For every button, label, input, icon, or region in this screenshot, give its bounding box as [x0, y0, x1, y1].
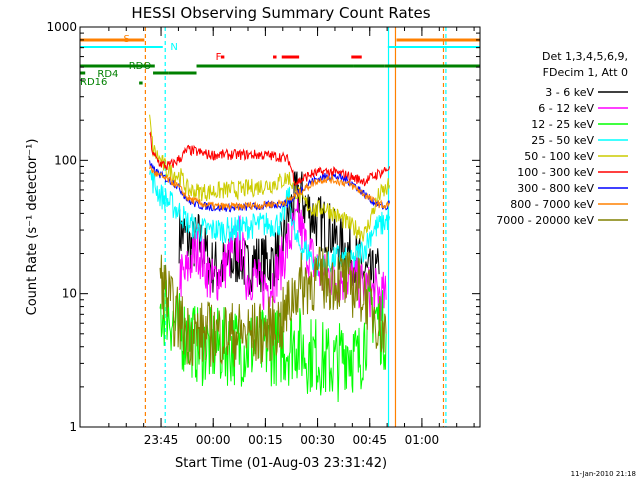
annotation-rdo: RDO — [129, 61, 152, 72]
x-tick-label: 00:30 — [300, 433, 335, 447]
legend-header-line-2: FDecim 1, Att 0 — [543, 66, 628, 79]
legend-label-1: 3 - 6 keV — [545, 86, 594, 99]
series-line-4 — [149, 170, 391, 280]
x-tick-label: 00:45 — [352, 433, 387, 447]
annotation-s: S — [123, 34, 129, 45]
series-line-9 — [159, 246, 387, 367]
annotation-f: F — [216, 52, 222, 63]
legend: Det 1,3,4,5,6,9, FDecim 1, Att 0 3 - 6 k… — [496, 50, 628, 227]
annotation-rd4: RD4 — [97, 69, 118, 80]
axes: 1 10 100 1000 23:45 00:00 00:15 00:30 00:45 01:00 — [46, 20, 480, 447]
legend-label-4: 25 - 50 keV — [531, 134, 594, 147]
annotation-n: N — [170, 42, 177, 53]
chart-title: HESSI Observing Summary Count Rates — [131, 4, 430, 22]
plot-frame — [79, 26, 481, 428]
x-tick-label: 23:45 — [144, 433, 179, 447]
x-axis-label: Start Time (01-Aug-03 23:31:42) — [175, 456, 387, 471]
annotation-rd16: RD16 — [80, 77, 107, 88]
legend-label-9: 7000 - 20000 keV — [496, 214, 594, 227]
series-line-8 — [149, 165, 391, 211]
y-tick-label: 100 — [54, 153, 77, 167]
timestamp: 11-Jan-2010 21:18 — [571, 470, 636, 478]
legend-header-line-1: Det 1,3,4,5,6,9, — [542, 50, 628, 63]
x-tick-label: 00:00 — [196, 433, 231, 447]
y-tick-label: 1000 — [46, 20, 77, 34]
legend-label-5: 50 - 100 keV — [524, 150, 594, 163]
legend-label-2: 6 - 12 keV — [538, 102, 594, 115]
x-tick-label: 01:00 — [405, 433, 440, 447]
y-tick-label: 10 — [62, 287, 77, 301]
series-line-5 — [149, 114, 391, 242]
legend-label-6: 100 - 300 keV — [517, 166, 594, 179]
y-tick-label: 1 — [69, 420, 77, 434]
legend-label-7: 300 - 800 keV — [517, 182, 594, 195]
legend-label-3: 12 - 25 keV — [531, 118, 594, 131]
y-axis-label: Count Rate (s⁻¹ detector⁻¹) — [25, 139, 40, 316]
legend-label-8: 800 - 7000 keV — [510, 198, 594, 211]
x-tick-label: 00:15 — [248, 433, 283, 447]
